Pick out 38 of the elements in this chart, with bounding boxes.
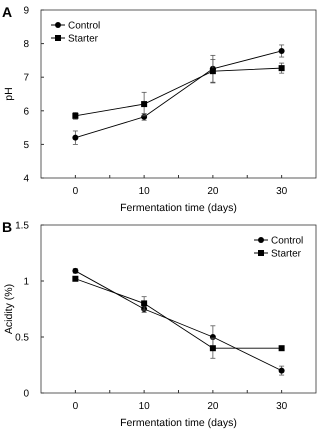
x-tick-label: 30 [276,186,288,197]
legend-label: Control [68,20,100,32]
y-tick-label: 0 [23,388,30,400]
point [72,276,78,282]
y-tick-label: 0.5 [15,332,30,344]
x-tick-label: 20 [207,186,219,197]
legend-label: Control [271,236,304,246]
point [72,134,78,141]
point [141,300,148,306]
x-tick-label: 0 [72,186,79,197]
y-tick-label: 5 [23,140,30,151]
point [210,345,216,352]
point [278,345,285,352]
x-axis-title: Fermentation time (days) [120,417,237,429]
y-tick-label: 4 [23,174,30,184]
y-tick-label: 9 [23,6,30,16]
x-tick-label: 10 [138,401,150,412]
y-axis-title: pH [3,87,15,101]
point [278,65,285,72]
x-axis-title: Fermentation time (days) [120,202,237,214]
point [278,48,285,54]
y-tick-label: 6 [23,106,30,118]
x-tick-label: 30 [276,401,288,412]
point [210,68,216,74]
y-tick-label: 7 [23,72,30,84]
text: A [2,4,12,20]
text: B [2,219,12,235]
y-tick-label: 1.5 [15,220,30,232]
legend-label: Starter [68,34,99,44]
point [278,368,285,374]
y-tick-label: 1 [23,276,30,288]
x-tick-label: 10 [138,186,150,197]
x-tick-label: 0 [72,401,79,412]
y-axis-title: Acidity (%) [3,284,15,334]
legend-label: Starter [271,248,302,260]
x-tick-label: 20 [207,401,219,412]
point [141,101,148,108]
y-tick-label: 8 [23,39,30,50]
